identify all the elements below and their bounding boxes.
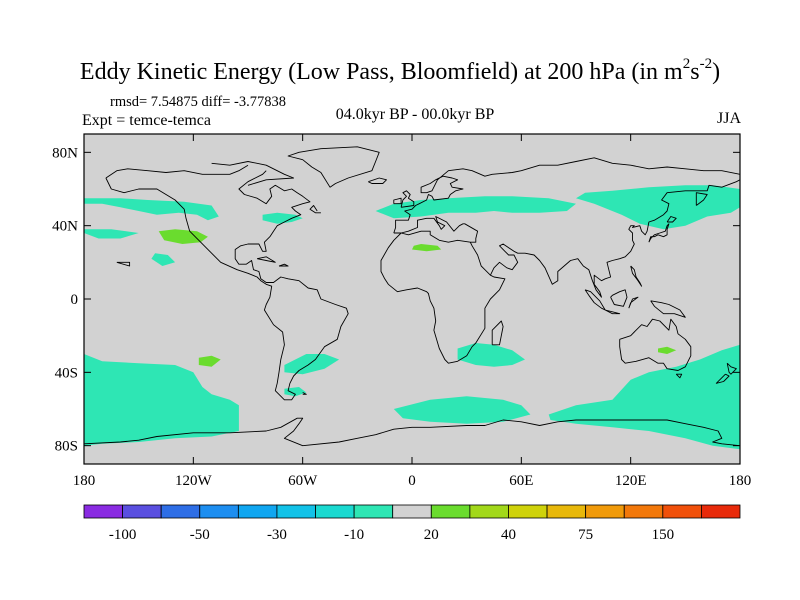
- colorbar-swatch-5: [276, 504, 316, 519]
- coastline-segment-1: [105, 170, 349, 401]
- x-tick-label-4: 60E: [509, 473, 533, 489]
- coastline-segment-5: [380, 232, 506, 364]
- contour-region-negative-7: [284, 354, 340, 375]
- coastline-segment-22: [393, 197, 402, 205]
- contour-region-positive-12: [158, 229, 208, 244]
- coastline-segment-9: [666, 216, 677, 223]
- coastline-segment-11: [584, 289, 606, 311]
- y-tick-label-4: 80S: [55, 439, 78, 455]
- contour-fill-layer: [84, 134, 740, 464]
- contour-region-negative-9: [457, 343, 525, 367]
- colorbar-label-7: 150: [652, 527, 675, 543]
- coastline-segment-14: [628, 296, 639, 309]
- coastline-segment-10: [695, 192, 708, 206]
- x-tick-label-2: 60W: [288, 473, 318, 489]
- coastline-segment-26: [84, 417, 740, 447]
- coastline-segment-28: [309, 205, 321, 214]
- coastline-segment-12: [604, 309, 621, 315]
- coastline-segment-2: [287, 146, 380, 188]
- colorbar-swatch-14: [623, 504, 664, 519]
- x-tick-label-1: 120W: [175, 473, 213, 489]
- colorbar-swatch-9: [430, 504, 471, 519]
- period-label: 04.0kyr BP - 00.0kyr BP: [335, 106, 495, 123]
- colorbar-swatch-8: [392, 504, 432, 519]
- colorbar-label-3: -10: [344, 527, 364, 543]
- colorbar-label-1: -50: [190, 527, 210, 543]
- title-unit-m-exponent: 2: [682, 56, 691, 72]
- x-tick-label-0: 180: [73, 473, 96, 489]
- colorbar-swatch-10: [469, 504, 509, 519]
- coastline-segment-13: [610, 289, 628, 307]
- colorbar-swatch-7: [353, 504, 394, 519]
- coastline-segment-18: [675, 373, 683, 379]
- colorbar-swatch-2: [160, 504, 201, 519]
- coastline-segment-3: [393, 157, 740, 234]
- experiment-label: Expt = temce-temca: [82, 112, 211, 129]
- colorbar-swatch-6: [315, 504, 355, 519]
- coastline-segment-25: [278, 263, 289, 267]
- colorbar-label-5: 40: [501, 527, 516, 543]
- coastline-segment-17: [619, 318, 692, 371]
- coastline-layer: [84, 146, 740, 447]
- contour-region-negative-8: [393, 396, 531, 424]
- colorbar: -100 -50 -30 -10 20 40 75 150: [83, 504, 741, 543]
- contour-region-negative-1: [84, 229, 139, 239]
- y-tick-label-2: 0: [71, 292, 79, 308]
- colorbar-label-6: 75: [578, 527, 593, 543]
- coastline-segment-27: [211, 161, 295, 186]
- coastline-segment-24: [257, 256, 276, 263]
- colorbar-swatch-12: [546, 504, 587, 519]
- stats-label: rmsd= 7.54875 diff= -3.77838: [110, 94, 286, 110]
- axis-tick-layer: 180 120W 60W 0 60E 120E 180 80N 40N 0 40S 80S: [52, 134, 751, 489]
- contour-region-negative-3: [375, 196, 576, 219]
- contour-region-negative-5: [151, 253, 176, 266]
- colorbar-swatch-11: [508, 504, 548, 519]
- contour-region-negative-0: [84, 198, 219, 221]
- x-tick-label-3: 0: [408, 473, 416, 489]
- colorbar-swatch-0: [83, 504, 123, 519]
- coastline-segment-7: [489, 179, 740, 298]
- coastline-segment-21: [400, 190, 415, 208]
- colorbar-swatch-15: [662, 504, 702, 519]
- coastline-segment-15: [630, 265, 643, 287]
- coastline-segment-29: [116, 261, 131, 267]
- contour-region-positive-14: [198, 355, 221, 367]
- y-tick-label-3: 40S: [55, 365, 78, 381]
- chart-title: Eddy Kinetic Energy (Low Pass, Bloomfiel…: [0, 56, 800, 86]
- coastline-segment-30: [302, 392, 307, 395]
- coastline-segment-16: [650, 300, 686, 318]
- contour-region-negative-4: [576, 185, 740, 230]
- title-main: Eddy Kinetic Energy (Low Pass, Bloomfiel…: [79, 59, 683, 85]
- x-tick-label-6: 180: [729, 473, 752, 489]
- coastline-segment-0: [105, 164, 249, 179]
- y-tick-label-0: 80N: [52, 145, 78, 161]
- contour-region-negative-11: [284, 387, 307, 397]
- x-tick-label-5: 120E: [615, 473, 647, 489]
- season-label: JJA: [716, 110, 741, 127]
- colorbar-label-0: -100: [109, 527, 137, 543]
- colorbar-swatch-13: [585, 504, 625, 519]
- contour-region-negative-2: [262, 212, 303, 224]
- title-close: ): [712, 59, 721, 85]
- colorbar-swatch-4: [237, 504, 278, 519]
- coastline-segment-6: [491, 320, 504, 346]
- coastline-segment-23: [368, 177, 387, 184]
- coastline-segment-4: [393, 216, 479, 243]
- coastline-segment-19: [726, 362, 737, 375]
- y-tick-label-1: 40N: [52, 219, 78, 235]
- coastline-segment-8: [648, 223, 670, 243]
- title-unit-s: s: [690, 59, 700, 85]
- coastline-segment-20: [715, 373, 730, 384]
- contour-region-positive-13: [412, 244, 442, 252]
- title-unit-s-exponent: -2: [699, 56, 713, 72]
- colorbar-label-4: 20: [424, 527, 439, 543]
- contour-region-negative-6: [84, 354, 239, 446]
- contour-region-positive-15: [658, 346, 677, 354]
- colorbar-swatch-3: [199, 504, 239, 519]
- colorbar-swatch-1: [122, 504, 162, 519]
- contour-region-negative-10: [548, 344, 740, 450]
- colorbar-label-2: -30: [267, 527, 287, 543]
- colorbar-swatch-16: [701, 504, 741, 519]
